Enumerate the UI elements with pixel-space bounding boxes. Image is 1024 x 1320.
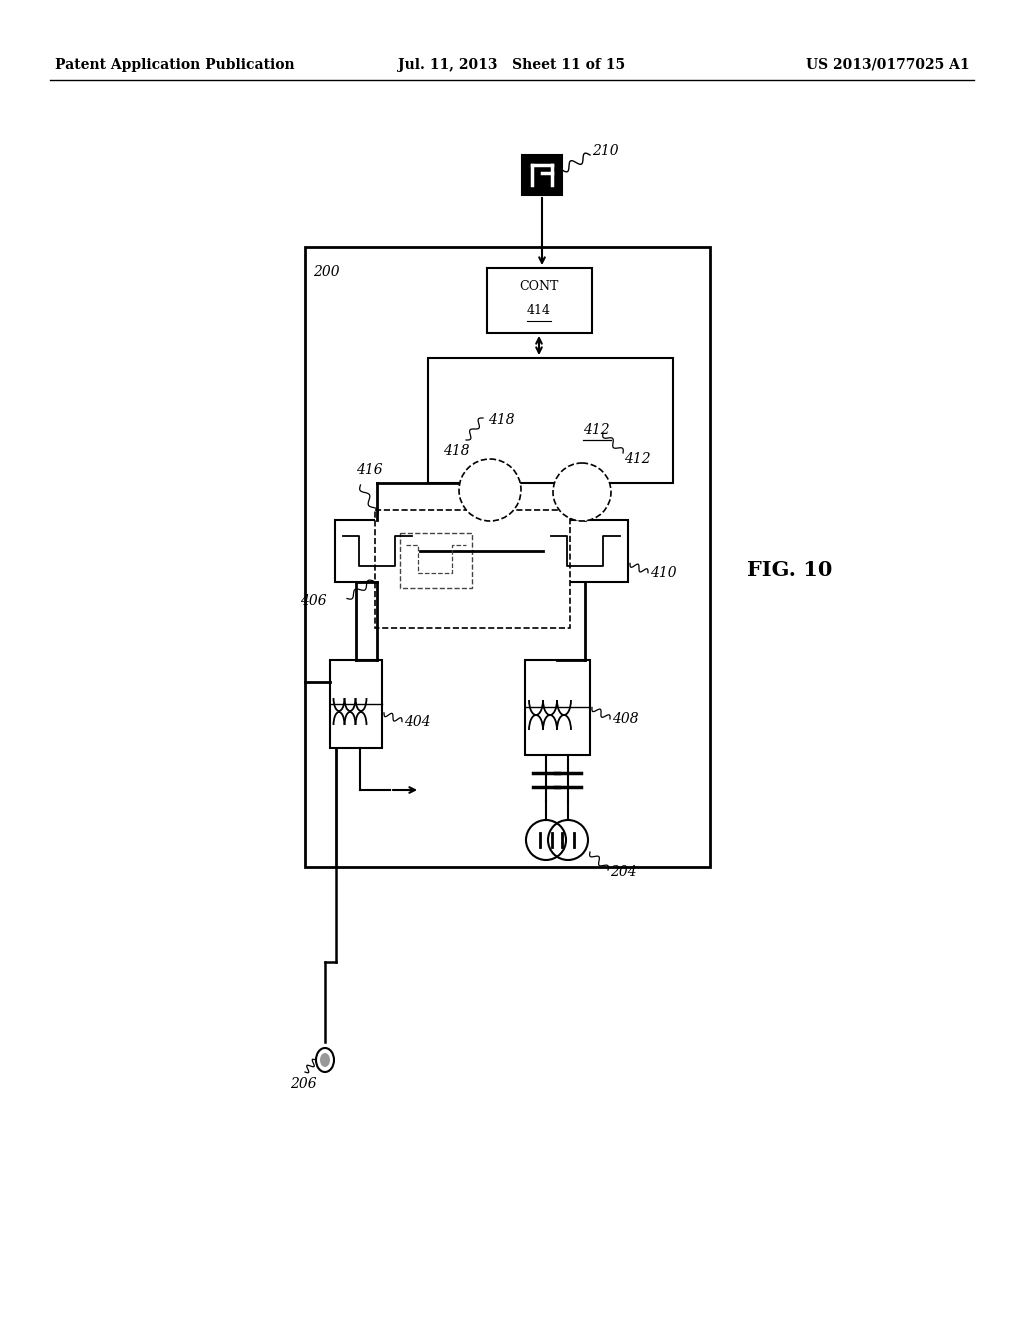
Text: US 2013/0177025 A1: US 2013/0177025 A1 — [806, 58, 970, 73]
Bar — [487, 268, 592, 333]
Ellipse shape — [459, 459, 521, 521]
Text: 404: 404 — [404, 714, 431, 729]
Bar — [375, 510, 570, 628]
Bar — [330, 660, 382, 748]
Text: 418: 418 — [443, 444, 470, 458]
Bar — [428, 358, 673, 483]
Text: 416: 416 — [356, 463, 383, 477]
Text: 204: 204 — [610, 865, 637, 879]
Ellipse shape — [553, 463, 611, 521]
Text: FIG. 10: FIG. 10 — [748, 560, 833, 579]
Text: 200: 200 — [313, 265, 340, 279]
Text: 418: 418 — [488, 413, 515, 426]
Text: 410: 410 — [650, 566, 677, 579]
Bar — [335, 520, 420, 582]
Bar — [530, 161, 550, 185]
Text: 408: 408 — [612, 711, 639, 726]
Text: 210: 210 — [592, 144, 618, 158]
Bar — [530, 162, 552, 185]
Text: 414: 414 — [527, 304, 551, 317]
Bar — [400, 533, 472, 587]
Text: Jul. 11, 2013   Sheet 11 of 15: Jul. 11, 2013 Sheet 11 of 15 — [398, 58, 626, 73]
Ellipse shape — [319, 1053, 330, 1067]
Text: 206: 206 — [290, 1077, 316, 1092]
Bar — [543, 520, 628, 582]
Text: CONT: CONT — [519, 280, 559, 293]
Text: 406: 406 — [300, 594, 327, 607]
Text: Patent Application Publication: Patent Application Publication — [55, 58, 295, 73]
Bar — [305, 247, 710, 867]
Bar — [522, 154, 562, 195]
Bar — [525, 660, 590, 755]
Text: 412: 412 — [624, 451, 650, 466]
Text: 412: 412 — [583, 422, 609, 437]
